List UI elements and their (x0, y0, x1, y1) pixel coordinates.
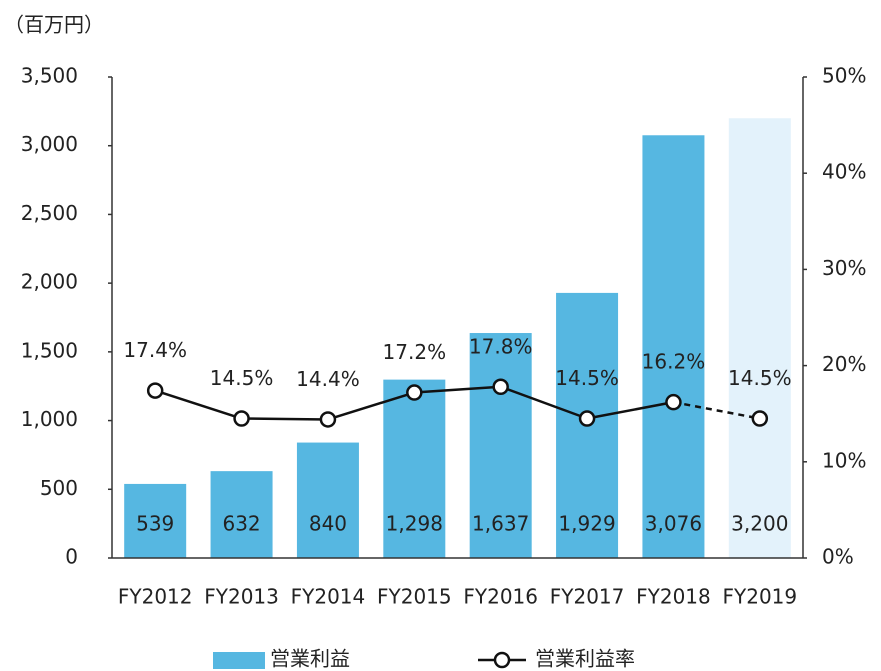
line-segment (154, 389, 242, 420)
y2-tick-label: 10% (822, 448, 866, 472)
bar (642, 135, 705, 558)
y-tick-label: 1,000 (21, 407, 78, 431)
bar (728, 118, 791, 558)
line-segment (500, 385, 588, 420)
line-marker (146, 382, 164, 399)
y-tick-label: 1,500 (21, 338, 78, 362)
bar-value-label: 1,298 (386, 512, 443, 536)
x-tick-label: FY2012 (118, 585, 193, 609)
y-tick-label: 2,500 (21, 201, 78, 225)
y-tick-label: 2,000 (21, 270, 78, 294)
x-tick-label: FY2013 (204, 585, 279, 609)
y-tick-label: 3,500 (21, 64, 78, 88)
x-tick-label: FY2019 (723, 585, 798, 609)
x-tick-label: FY2016 (463, 585, 538, 609)
bar (124, 483, 187, 558)
line-marker (578, 410, 596, 427)
bar-value-label: 1,929 (558, 512, 615, 536)
y-tick-label: 500 (40, 476, 78, 500)
y2-tick-label: 30% (822, 256, 866, 280)
y2-tick-label: 50% (822, 64, 866, 88)
line-value-label: 17.2% (383, 340, 447, 364)
legend-label: 営業利益率 (535, 647, 635, 671)
y2-tick-label: 0% (822, 545, 854, 569)
line-value-label: 14.4% (296, 367, 360, 391)
line-value-label: 14.5% (210, 366, 274, 390)
y2-tick-label: 20% (822, 352, 866, 376)
bar-value-label: 539 (136, 512, 174, 536)
y-tick-label: 0 (65, 545, 78, 569)
x-tick-label: FY2017 (550, 585, 625, 609)
legend-marker (493, 651, 511, 669)
line-marker (492, 378, 509, 396)
line-value-label: 17.8% (469, 334, 533, 358)
line-marker (319, 411, 337, 428)
x-tick-label: FY2014 (291, 585, 366, 609)
bar (296, 442, 359, 558)
line-segment (586, 400, 674, 420)
bar-value-label: 840 (309, 512, 347, 536)
x-tick-label: FY2018 (636, 585, 711, 609)
line-segment (327, 391, 415, 421)
line-marker (751, 410, 769, 427)
legend-swatch (213, 652, 265, 669)
bar-value-label: 1,637 (472, 512, 529, 536)
line-marker (665, 393, 682, 411)
line-marker (233, 410, 250, 427)
legend-label: 営業利益 (270, 647, 350, 671)
line-segment (414, 385, 501, 394)
bar-value-label: 3,076 (645, 512, 702, 536)
bar (210, 471, 273, 558)
line-value-label: 14.5% (728, 366, 792, 390)
line-value-label: 14.5% (555, 366, 619, 390)
bar-value-label: 632 (222, 512, 260, 536)
line-segment (673, 400, 761, 420)
y2-tick-label: 40% (822, 160, 866, 184)
line-value-label: 17.4% (123, 338, 187, 362)
line-segment (241, 417, 328, 421)
x-tick-label: FY2015 (377, 585, 452, 609)
y-tick-label: 3,000 (21, 132, 78, 156)
line-value-label: 16.2% (642, 350, 706, 374)
unit-label: （百万円） (4, 13, 104, 37)
bar (383, 379, 446, 558)
bar (469, 333, 532, 558)
line-marker (406, 384, 423, 401)
bar-value-label: 3,200 (731, 512, 788, 536)
